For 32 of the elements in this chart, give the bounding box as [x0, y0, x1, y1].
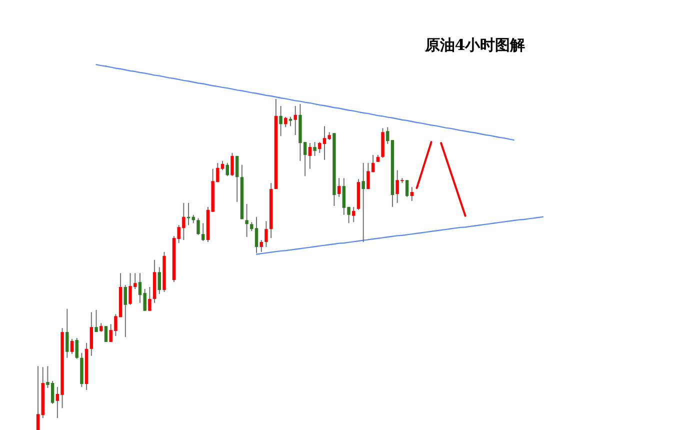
candlestick [264, 220, 268, 248]
candlestick [124, 284, 128, 338]
candlestick [70, 338, 74, 354]
candlestick [279, 105, 282, 137]
candlestick [158, 266, 161, 294]
candlestick [260, 240, 263, 252]
candlestick [104, 326, 108, 342]
candlestick [75, 337, 78, 360]
candlestick [284, 116, 288, 128]
candlestick [352, 206, 356, 223]
candlestick [36, 366, 40, 430]
candlestick [308, 142, 312, 170]
candlestick [410, 186, 414, 202]
candlestick [245, 203, 248, 238]
candlestick [386, 126, 390, 145]
candlestick [362, 162, 365, 242]
candlestick [226, 162, 229, 177]
candlestick [405, 180, 409, 198]
candlestick [66, 308, 69, 358]
candlestick [230, 152, 234, 177]
candlestick [90, 312, 94, 356]
candlestick [148, 286, 152, 312]
candlestick [235, 155, 239, 202]
candlestick [288, 116, 292, 127]
chart-title: 原油4小时图解 [424, 36, 526, 54]
candlestick [196, 218, 200, 236]
candlestick [294, 105, 297, 136]
candlestick [318, 142, 322, 154]
candlestick [337, 178, 341, 198]
candlestick [94, 309, 98, 333]
candlestick [201, 222, 205, 242]
candlestick [313, 142, 316, 156]
